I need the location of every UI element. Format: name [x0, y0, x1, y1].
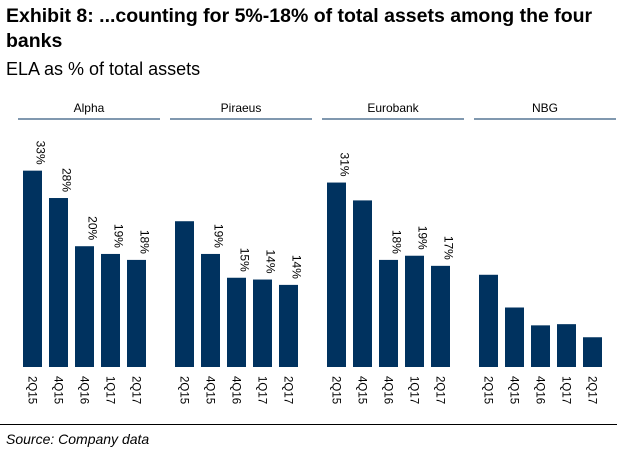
- data-label: 28%: [60, 168, 74, 192]
- data-label: 19%: [212, 224, 226, 248]
- bar-piraeus-4q15: [201, 253, 220, 367]
- category-label: 2Q15: [178, 376, 190, 404]
- category-label: 4Q16: [382, 376, 394, 404]
- bar-alpha-4q15: [49, 198, 68, 367]
- category-label: 2Q15: [26, 376, 38, 404]
- bar-nbg-4q15: [505, 307, 524, 367]
- category-label: 2Q17: [434, 376, 446, 404]
- panel-header-eurobank: Eurobank: [367, 101, 419, 115]
- category-label: 1Q17: [560, 376, 572, 404]
- bar-alpha-2q17: [127, 259, 146, 367]
- bar-nbg-4q16: [531, 325, 550, 367]
- panel-header-alpha: Alpha: [74, 101, 105, 115]
- data-label: 18%: [390, 230, 404, 254]
- bar-alpha-2q15: [23, 170, 42, 367]
- bar-eurobank-1q17: [405, 255, 424, 367]
- bar-alpha-4q16: [75, 246, 94, 367]
- category-label: 2Q17: [586, 376, 598, 404]
- source-note: Source: Company data: [6, 431, 150, 447]
- category-label: 4Q15: [204, 376, 216, 404]
- data-label: 14%: [290, 255, 304, 279]
- category-label: 4Q16: [534, 376, 546, 404]
- data-label: 14%: [264, 250, 278, 274]
- data-label: 20%: [86, 216, 100, 240]
- data-label: 15%: [238, 248, 252, 272]
- panel-header-piraeus: Piraeus: [221, 101, 262, 115]
- data-label: 31%: [338, 153, 352, 177]
- bar-eurobank-2q17: [431, 265, 450, 367]
- data-label: 33%: [34, 141, 48, 165]
- bar-eurobank-4q16: [379, 259, 398, 367]
- category-label: 4Q16: [230, 376, 242, 404]
- bar-nbg-2q15: [479, 274, 498, 367]
- category-label: 2Q15: [330, 376, 342, 404]
- category-label: 2Q15: [482, 376, 494, 404]
- category-label: 4Q15: [508, 376, 520, 404]
- category-label: 4Q16: [78, 376, 90, 404]
- chart-subtitle: ELA as % of total assets: [6, 59, 201, 79]
- category-label: 1Q17: [408, 376, 420, 404]
- bar-piraeus-2q15: [175, 221, 194, 367]
- bar-nbg-1q17: [557, 324, 576, 367]
- category-label: 4Q15: [356, 376, 368, 404]
- panel-header-nbg: NBG: [532, 101, 558, 115]
- category-label: 4Q15: [52, 376, 64, 404]
- bottom-divider: [0, 424, 617, 425]
- category-label: 2Q17: [130, 376, 142, 404]
- bar-piraeus-4q16: [227, 277, 246, 367]
- chart-title: Exhibit 8: ...counting for 5%-18% of tot…: [6, 5, 593, 52]
- bar-nbg-2q17: [583, 337, 602, 367]
- bar-piraeus-1q17: [253, 279, 272, 367]
- bar-eurobank-4q15: [353, 200, 372, 367]
- data-label: 19%: [112, 224, 126, 248]
- bar-alpha-1q17: [101, 253, 120, 367]
- data-label: 18%: [138, 230, 152, 254]
- category-label: 1Q17: [104, 376, 116, 404]
- category-label: 2Q17: [282, 376, 294, 404]
- data-label: 19%: [416, 226, 430, 250]
- data-label: 17%: [442, 236, 456, 260]
- bar-eurobank-2q15: [327, 182, 346, 367]
- bar-piraeus-2q17: [279, 284, 298, 367]
- category-label: 1Q17: [256, 376, 268, 404]
